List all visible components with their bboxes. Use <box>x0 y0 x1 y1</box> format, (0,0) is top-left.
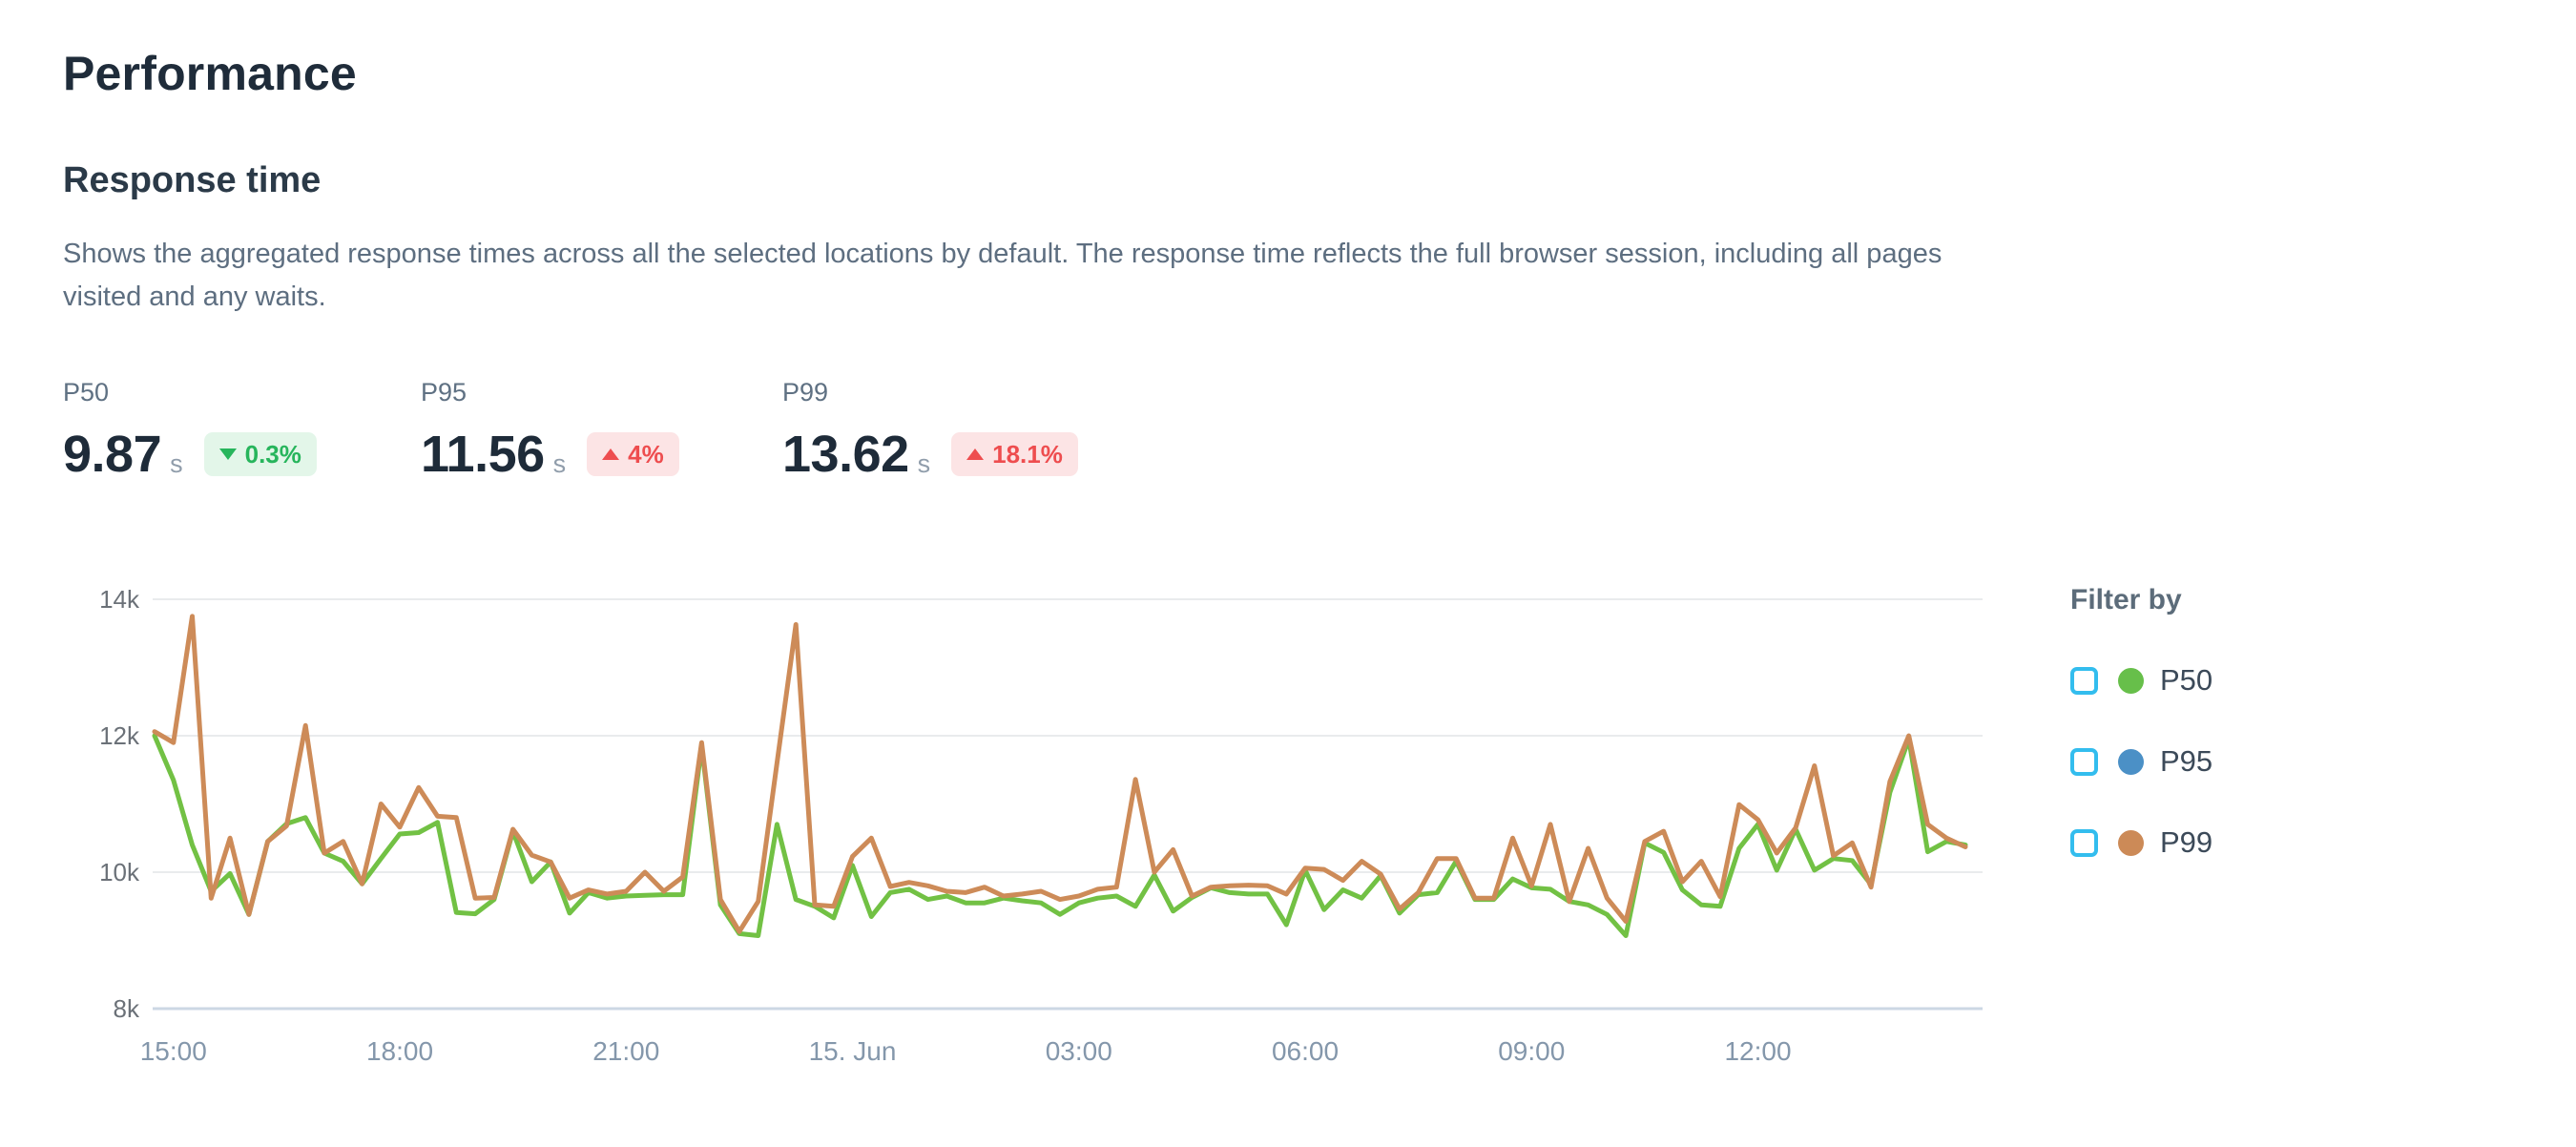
trend-arrow-icon <box>602 448 620 460</box>
metric-p50: P50 9.87 s 0.3% <box>63 378 317 484</box>
metric-delta: 4% <box>628 439 664 469</box>
svg-text:18:00: 18:00 <box>366 1036 433 1066</box>
legend-checkbox-p50[interactable] <box>2070 666 2098 695</box>
svg-text:03:00: 03:00 <box>1046 1036 1112 1066</box>
svg-text:09:00: 09:00 <box>1498 1036 1565 1066</box>
legend-item-label: P99 <box>2160 825 2213 859</box>
metric-label: P95 <box>421 378 467 407</box>
metric-unit: s <box>552 449 567 478</box>
legend-item-p95[interactable]: P95 <box>2070 744 2471 779</box>
metric-row: 11.56 s 4% <box>421 425 679 484</box>
metric-unit: s <box>170 449 183 478</box>
legend-checkbox-p99[interactable] <box>2070 828 2098 857</box>
metric-value: 9.87 <box>63 426 162 483</box>
metric-delta-badge: 4% <box>587 432 679 476</box>
p99-series-dot-icon <box>2118 829 2144 856</box>
metric-p95: P95 11.56 s 4% <box>421 378 679 484</box>
legend-item-p99[interactable]: P99 <box>2070 825 2471 860</box>
legend-item-p50[interactable]: P50 <box>2070 663 2471 698</box>
trend-arrow-icon <box>966 448 985 460</box>
trend-arrow-icon <box>218 448 237 460</box>
p50-series-dot-icon <box>2118 667 2144 694</box>
metric-row: 13.62 s 18.1% <box>782 425 1078 484</box>
metric-label: P99 <box>782 378 829 407</box>
legend-checkbox-p95[interactable] <box>2070 747 2098 776</box>
svg-text:14k: 14k <box>99 585 140 614</box>
svg-text:21:00: 21:00 <box>592 1036 659 1066</box>
svg-text:10k: 10k <box>99 858 140 886</box>
svg-text:15:00: 15:00 <box>140 1036 207 1066</box>
legend-item-label: P95 <box>2160 744 2213 778</box>
metric-delta: 0.3% <box>244 439 301 469</box>
metric-row: 9.87 s 0.3% <box>63 425 317 484</box>
p95-series-dot-icon <box>2118 748 2144 775</box>
metric-value: 13.62 <box>782 426 909 483</box>
svg-text:8k: 8k <box>114 994 140 1023</box>
metric-value: 11.56 <box>421 426 545 483</box>
svg-text:06:00: 06:00 <box>1272 1036 1339 1066</box>
section-description: Shows the aggregated response times acro… <box>63 239 1942 312</box>
legend-title: Filter by <box>2070 584 2182 615</box>
svg-text:12k: 12k <box>99 721 140 750</box>
page-title: Performance <box>63 47 357 100</box>
metric-label: P50 <box>63 378 110 407</box>
svg-text:15. Jun: 15. Jun <box>809 1036 897 1066</box>
metric-p99: P99 13.62 s 18.1% <box>782 378 1078 484</box>
section-title: Response time <box>63 160 322 200</box>
legend-item-label: P50 <box>2160 663 2213 697</box>
metric-delta-badge: 18.1% <box>951 432 1078 476</box>
svg-text:12:00: 12:00 <box>1724 1036 1791 1066</box>
chart-legend: Filter by P50 P95 P99 <box>2070 584 2471 860</box>
metric-delta-badge: 0.3% <box>203 432 317 476</box>
metric-delta: 18.1% <box>992 439 1063 469</box>
metric-unit: s <box>917 449 931 478</box>
